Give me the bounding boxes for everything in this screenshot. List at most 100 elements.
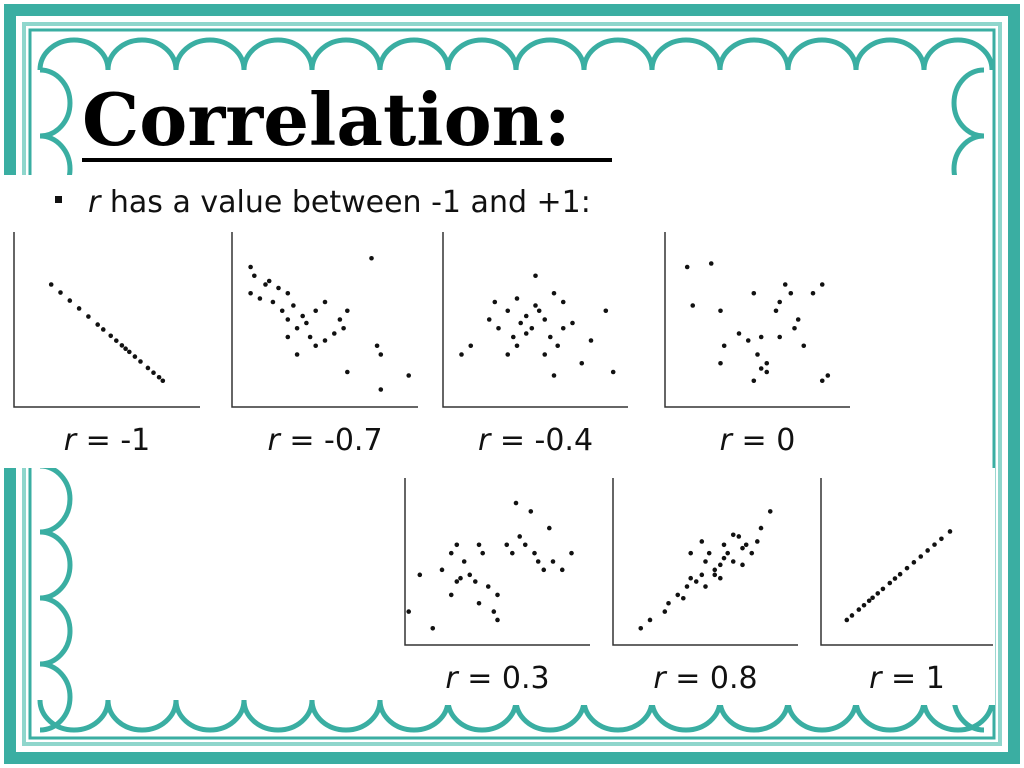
dot — [736, 534, 742, 539]
scallop — [39, 529, 73, 601]
dot — [406, 373, 412, 378]
dot — [67, 298, 73, 303]
dot — [294, 325, 300, 331]
dot — [684, 584, 690, 589]
dot — [675, 592, 681, 598]
scallop — [39, 595, 73, 667]
label-italic: r — [64, 423, 78, 458]
dot — [430, 626, 436, 631]
dot — [313, 343, 319, 349]
dot — [751, 290, 757, 296]
scallop — [785, 37, 859, 71]
dot — [810, 290, 816, 296]
dot — [721, 555, 727, 561]
scallop — [513, 699, 587, 733]
dot — [699, 539, 705, 544]
panel-label: r = 0 — [720, 423, 796, 458]
dot — [712, 567, 718, 573]
dot — [662, 609, 668, 614]
dot — [693, 579, 699, 584]
dot — [48, 282, 54, 287]
dot — [939, 536, 944, 542]
dot — [448, 592, 454, 598]
dot — [514, 343, 520, 349]
dot — [866, 598, 872, 604]
dot — [541, 567, 547, 573]
dot — [485, 584, 491, 589]
dot — [285, 334, 291, 340]
dot — [132, 354, 138, 359]
dot — [758, 525, 764, 531]
dot — [248, 264, 253, 270]
dot — [138, 359, 143, 364]
dot — [559, 567, 565, 573]
dot — [496, 325, 501, 331]
dot — [495, 617, 500, 623]
panel-band-top — [0, 175, 990, 468]
axes — [664, 232, 850, 408]
dot — [454, 542, 460, 548]
dot — [579, 360, 585, 366]
dot — [369, 255, 374, 261]
dot — [684, 264, 690, 270]
dot — [374, 343, 380, 349]
scallop — [649, 699, 723, 733]
dot — [468, 343, 474, 349]
dot — [511, 334, 516, 340]
dot — [533, 273, 538, 279]
dot — [100, 327, 106, 332]
scallop — [717, 699, 791, 733]
dot — [476, 542, 482, 548]
label-text: = 1 — [882, 661, 945, 696]
dot — [459, 352, 464, 357]
dot — [758, 334, 764, 340]
dot — [518, 320, 523, 326]
dot — [638, 626, 644, 631]
label-text: = -0.7 — [280, 423, 383, 458]
dot — [504, 542, 510, 548]
scallop — [853, 37, 927, 71]
dot — [764, 369, 770, 375]
title: Correlation: — [82, 77, 571, 162]
dot — [266, 278, 272, 284]
axes — [404, 478, 590, 646]
label-italic: r — [445, 661, 459, 696]
label-text: = -1 — [76, 423, 150, 458]
scallop — [309, 37, 383, 71]
panel-label: r = 1 — [869, 661, 945, 696]
panel-label: r = 0.8 — [653, 661, 757, 696]
panel-label: r = 0.3 — [445, 661, 549, 696]
axes — [442, 232, 628, 408]
dot — [560, 299, 566, 305]
dot — [304, 320, 309, 326]
dot — [681, 595, 686, 601]
dot — [925, 548, 930, 553]
axes — [612, 478, 798, 646]
dot — [764, 360, 770, 366]
dot — [517, 534, 522, 539]
dot — [730, 532, 736, 538]
scallop — [921, 37, 995, 71]
dot — [569, 550, 574, 556]
dot — [417, 572, 423, 578]
dot — [740, 562, 745, 568]
dot — [510, 550, 515, 556]
dot — [743, 542, 749, 548]
label-italic: r — [478, 423, 492, 458]
dot — [529, 325, 535, 331]
dot — [688, 550, 693, 556]
scallop — [513, 37, 587, 71]
dot — [439, 567, 445, 573]
dot — [712, 572, 718, 578]
dot — [819, 378, 825, 384]
dot — [505, 308, 511, 314]
dot — [313, 308, 319, 314]
dot — [801, 343, 807, 349]
scallop — [37, 37, 111, 71]
label-text: = 0 — [732, 423, 795, 458]
dot — [114, 338, 119, 343]
dot — [718, 360, 723, 366]
dot — [522, 542, 528, 548]
dot — [341, 325, 346, 331]
